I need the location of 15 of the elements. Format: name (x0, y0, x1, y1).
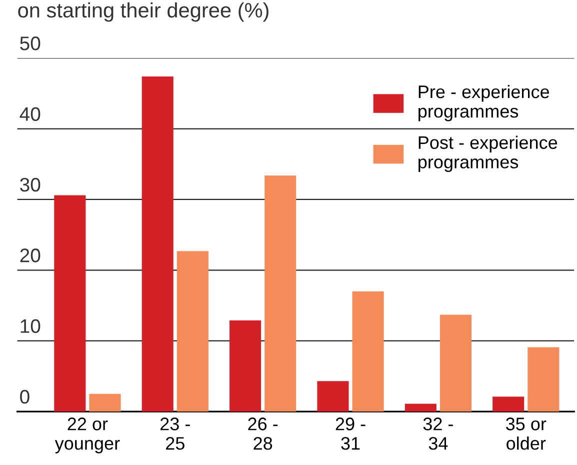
legend-label: Post - experience programmes (418, 136, 558, 172)
y-tick-label: 30 (20, 178, 40, 192)
y-tick-label: 10 (20, 319, 40, 333)
y-tick-label: 0 (20, 390, 30, 404)
x-tick-label: 32 - 34 (423, 418, 453, 450)
y-tick-label: 20 (20, 248, 40, 262)
x-tick-label: 26 - 28 (248, 418, 278, 450)
legend-label: Pre - experience programmes (418, 84, 550, 122)
x-tick-label: 23 - 25 (160, 418, 190, 450)
y-tick-label: 50 (20, 36, 40, 50)
x-tick-label: 35 or older (506, 418, 546, 450)
chart-title: on starting their degree (%) (18, 2, 268, 22)
x-tick-label: 29 - 31 (336, 418, 366, 450)
x-tick-label: 22 or younger (54, 418, 120, 454)
y-tick-label: 40 (20, 107, 40, 121)
